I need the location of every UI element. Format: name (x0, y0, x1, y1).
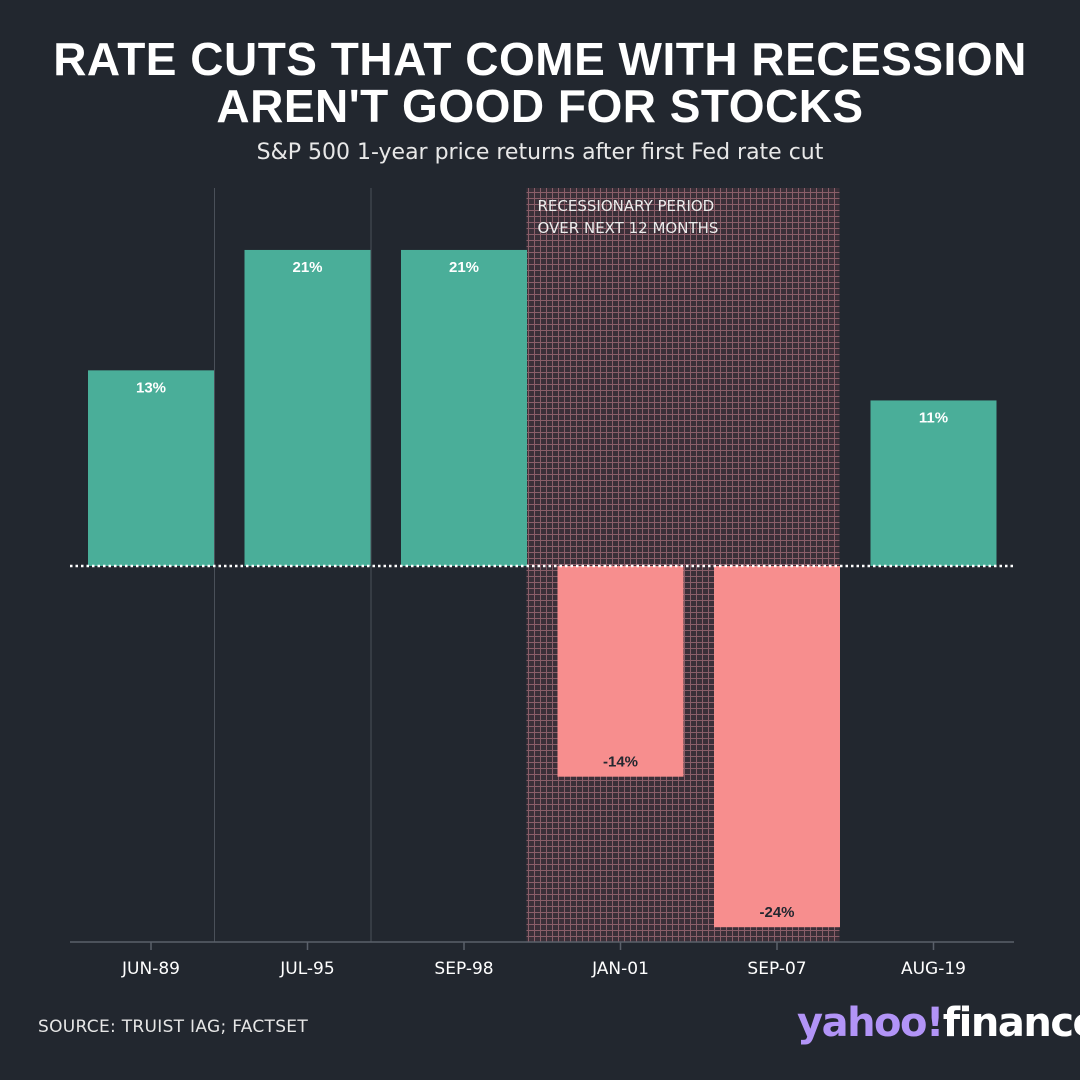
bar-value-label: 11% (919, 409, 948, 426)
x-tick-label: SEP-07 (747, 959, 806, 979)
recession-annotation-line-2: OVER NEXT 12 MONTHS (538, 219, 719, 237)
x-tick-label: JAN-01 (591, 959, 649, 979)
bar-value-label: 13% (136, 379, 166, 396)
recession-annotation-line-1: RECESSIONARY PERIOD (538, 197, 715, 215)
chart-title: RATE CUTS THAT COME WITH RECESSION AREN'… (0, 36, 1080, 130)
source-note: SOURCE: TRUIST IAG; FACTSET (38, 1017, 309, 1037)
bar-value-label: 21% (449, 259, 479, 276)
bar-value-label: 21% (292, 259, 322, 276)
bar-sep-98 (401, 249, 527, 566)
bar-value-label: -14% (603, 754, 638, 771)
chart-title-line-1: RATE CUTS THAT COME WITH RECESSION (53, 33, 1027, 85)
bar-jul-95 (244, 249, 371, 566)
x-tick-label: SEP-98 (434, 959, 493, 979)
x-tick-label: AUG-19 (901, 959, 966, 979)
bar-jan-01 (557, 566, 684, 777)
bar-sep-07 (714, 566, 840, 928)
bar-jun-89 (88, 370, 214, 566)
x-tick-label: JUL-95 (279, 959, 334, 979)
x-tick-label: JUN-89 (121, 959, 180, 979)
chart-subtitle: S&P 500 1-year price returns after first… (256, 140, 824, 165)
yahoo-finance-logo: yahoo!finance (797, 1000, 1080, 1046)
bar-value-label: -24% (759, 904, 794, 921)
chart-title-line-2: AREN'T GOOD FOR STOCKS (216, 80, 864, 132)
bar-aug-19 (870, 400, 997, 566)
